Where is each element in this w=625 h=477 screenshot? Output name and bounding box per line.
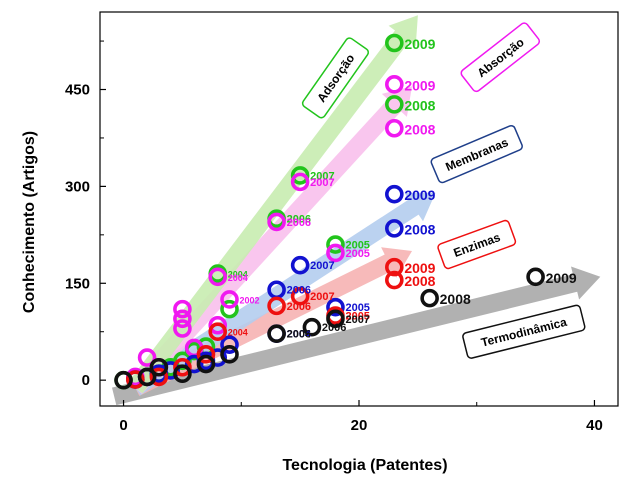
data-point-termodinamica xyxy=(196,354,216,374)
series-tag-box xyxy=(301,37,370,119)
year-label-membranas: 2004 xyxy=(287,329,312,341)
data-point-absorcao xyxy=(290,172,310,192)
year-label-adsorcao: 2008 xyxy=(404,97,435,113)
data-point-absorcao xyxy=(173,319,192,338)
data-point-membranas xyxy=(184,354,204,374)
year-label-enzimas: 2004 xyxy=(228,328,248,338)
data-point-termodinamica xyxy=(137,367,157,387)
y-tick-label: 0 xyxy=(82,372,90,389)
data-point-membranas xyxy=(385,184,404,204)
year-label-absorcao: 2007 xyxy=(310,177,334,189)
data-point-termodinamica xyxy=(220,345,239,364)
data-point-membranas xyxy=(385,219,404,238)
y-tick-label: 150 xyxy=(65,275,90,292)
data-point-enzimas xyxy=(149,367,169,387)
data-point-absorcao xyxy=(137,348,157,367)
axes: 0 20 40 0 150 300 450 xyxy=(65,11,619,434)
data-point-absorcao xyxy=(385,118,404,138)
data-point-enzimas xyxy=(267,296,286,316)
y-tick-label: 450 xyxy=(65,82,90,99)
series-tag-membranas: Membranas xyxy=(430,124,523,184)
year-label-absorcao: 2004 xyxy=(228,273,248,283)
year-label-enzimas: 2009 xyxy=(404,260,435,276)
series-tag-enzimas: Enzimas xyxy=(437,219,517,270)
year-label-termodinamica: 2006 xyxy=(322,322,346,334)
y-tick-label: 300 xyxy=(65,178,90,195)
data-point-termodinamica xyxy=(149,357,169,377)
year-label-absorcao: 2009 xyxy=(404,77,435,93)
data-point-membranas xyxy=(220,335,239,354)
x-tick-label: 40 xyxy=(586,417,603,434)
data-point-adsorcao xyxy=(385,95,404,114)
data-point-termodinamica xyxy=(526,267,545,287)
x-tick-label: 0 xyxy=(119,417,127,434)
year-labels: 2004200620072005200820092004200220062007… xyxy=(228,36,577,341)
year-label-enzimas: 2007 xyxy=(310,291,334,303)
data-point-enzimas xyxy=(196,345,216,364)
data-point-adsorcao xyxy=(385,33,404,53)
year-label-membranas: 2008 xyxy=(404,221,435,237)
year-label-membranas: 2009 xyxy=(404,187,435,203)
year-label-termodinamica: 2009 xyxy=(546,270,577,286)
year-label-absorcao: 2006 xyxy=(287,217,311,229)
year-label-membranas: 2005 xyxy=(345,302,369,314)
trend-arrow-adsorcao xyxy=(128,15,418,394)
year-label-enzimas: 2006 xyxy=(287,301,311,313)
data-point-enzimas xyxy=(126,370,145,389)
year-label-adsorcao: 2004 xyxy=(228,270,248,280)
x-tick-label: 20 xyxy=(351,417,368,434)
year-label-absorcao: 2002 xyxy=(240,295,260,305)
data-point-enzimas xyxy=(290,286,310,306)
year-label-termodinamica: 2008 xyxy=(440,291,471,307)
series-tag-box xyxy=(460,22,541,93)
year-label-enzimas: 2005 xyxy=(345,311,369,323)
year-label-termodinamica: 2007 xyxy=(345,314,369,326)
series-tag-absorcao: Absorção xyxy=(460,22,541,93)
year-label-adsorcao: 2006 xyxy=(287,214,311,226)
data-points xyxy=(114,33,545,390)
year-label-membranas: 2007 xyxy=(310,260,334,272)
data-point-adsorcao xyxy=(220,299,239,319)
series-tag-box xyxy=(430,124,523,184)
y-axis-title: Conhecimento (Artigos) xyxy=(21,131,38,313)
year-label-membranas: 2006 xyxy=(287,285,311,297)
data-point-absorcao xyxy=(208,315,228,335)
data-point-enzimas xyxy=(385,270,404,290)
data-point-termodinamica xyxy=(326,309,345,329)
data-point-termodinamica xyxy=(114,370,133,390)
year-label-absorcao: 2005 xyxy=(345,248,369,260)
series-tag-box xyxy=(462,304,586,359)
data-point-termodinamica xyxy=(420,288,439,308)
data-point-adsorcao xyxy=(290,166,310,185)
year-label-absorcao: 2008 xyxy=(404,121,435,137)
data-point-absorcao xyxy=(326,243,345,263)
data-point-termodinamica xyxy=(173,364,192,384)
data-point-adsorcao xyxy=(326,235,345,254)
data-point-termodinamica xyxy=(267,324,286,343)
year-label-termodinamica: 2006 xyxy=(287,329,311,341)
data-point-adsorcao xyxy=(173,351,192,371)
year-label-adsorcao: 2007 xyxy=(310,170,334,182)
data-point-enzimas xyxy=(385,257,404,277)
data-point-membranas xyxy=(290,255,310,275)
year-label-adsorcao: 2009 xyxy=(404,36,435,52)
data-point-membranas xyxy=(326,297,345,317)
year-label-enzimas: 2008 xyxy=(404,273,435,289)
data-point-absorcao xyxy=(208,267,228,287)
data-point-absorcao xyxy=(173,309,192,329)
data-point-absorcao xyxy=(385,75,404,94)
x-axis-title: Tecnologia (Patentes) xyxy=(282,457,447,474)
data-point-termodinamica xyxy=(302,317,322,337)
data-point-absorcao xyxy=(173,299,192,319)
data-point-absorcao xyxy=(220,290,239,309)
data-point-enzimas xyxy=(173,357,192,377)
series-tag-box xyxy=(437,219,517,270)
data-point-enzimas xyxy=(208,322,228,342)
trend-arrow-termodinamica xyxy=(112,266,601,406)
year-label-adsorcao: 2005 xyxy=(345,240,369,252)
data-point-absorcao xyxy=(267,212,286,232)
